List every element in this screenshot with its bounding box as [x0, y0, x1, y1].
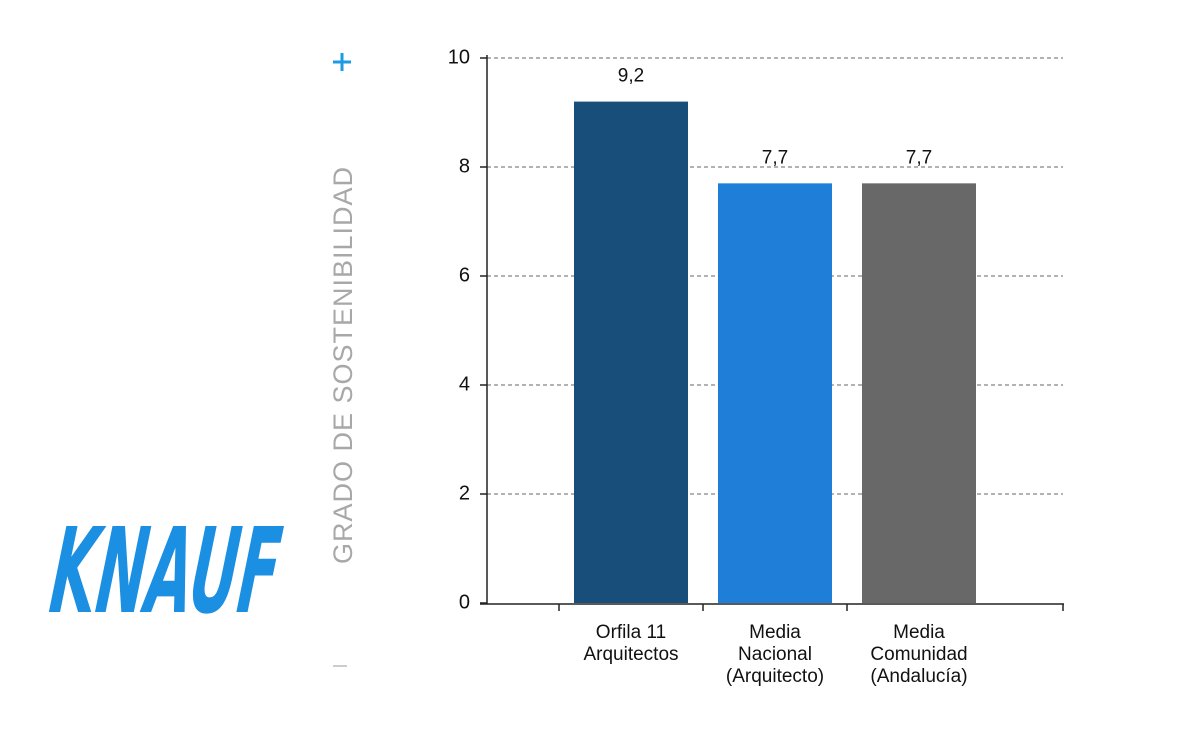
x-tick-label-line: Media [749, 622, 801, 643]
y-axis-label: GRADO DE SOSTENIBILIDAD [328, 166, 358, 564]
bar [574, 101, 688, 603]
x-tick-label-line: (Andalucía) [870, 666, 967, 687]
x-tick-label-line: Arquitectos [583, 644, 678, 665]
x-tick-label: Media Comunidad (Andalucía) [870, 622, 967, 687]
x-tick-label-line: Media [893, 622, 945, 643]
y-tick-label: 4 [459, 373, 470, 395]
plus-icon [333, 53, 351, 71]
y-tick-label: 0 [459, 591, 470, 613]
x-tick-label-line: (Arquitecto) [726, 666, 824, 687]
x-tick-label-line: Comunidad [870, 644, 967, 665]
y-tick-label: 8 [459, 155, 470, 177]
bar [718, 183, 832, 603]
y-tick-label: 6 [459, 264, 470, 286]
x-tick-label-line: Nacional [738, 644, 812, 665]
y-tick-label: 10 [448, 46, 470, 68]
x-tick-label: Orfila 11 Arquitectos [583, 622, 678, 665]
x-tick-label-line: Orfila 11 [596, 622, 666, 643]
y-tick-label: 2 [459, 482, 470, 504]
value-label: 7,7 [762, 147, 788, 168]
value-label: 9,2 [618, 66, 644, 87]
value-label: 7,7 [906, 147, 932, 168]
x-tick-label: Media Nacional (Arquitecto) [726, 622, 824, 687]
bar [862, 183, 976, 603]
logo: KNAUF [45, 502, 287, 640]
